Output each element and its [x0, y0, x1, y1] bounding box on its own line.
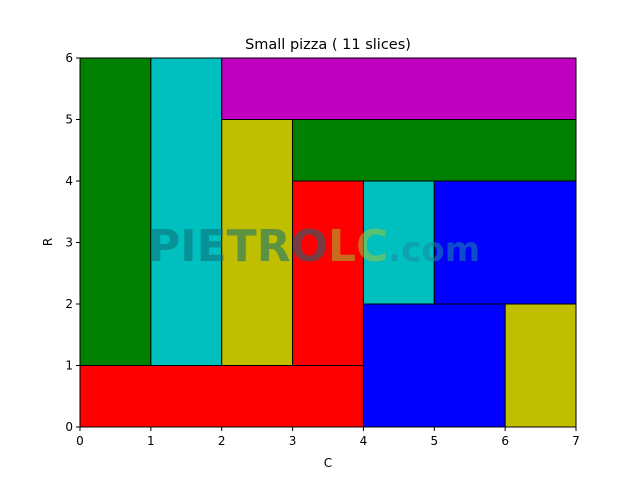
pizza-slice-10 — [362, 303, 506, 428]
y-tick-label-2: 2 — [65, 297, 73, 311]
watermark: PIETROLC.com — [148, 221, 480, 272]
x-tick-label-7: 7 — [572, 434, 580, 448]
y-axis-ticks: 0 1 2 3 4 5 6 — [65, 51, 80, 434]
pizza-slice-3 — [221, 57, 577, 120]
pizza-slice-11 — [504, 303, 577, 428]
x-tick-label-2: 2 — [218, 434, 226, 448]
chart-title: Small pizza ( 11 slices) — [245, 37, 411, 53]
x-axis-label: C — [324, 456, 332, 470]
pizza-slice-7 — [362, 180, 435, 305]
y-tick-label-1: 1 — [65, 359, 73, 373]
svg-text:PIETROLC.com: PIETROLC.com — [148, 221, 480, 272]
pizza-slice-2 — [150, 57, 223, 366]
pizza-slice-9 — [79, 365, 364, 428]
x-tick-label-1: 1 — [147, 434, 155, 448]
pizza-slice-5 — [292, 119, 577, 182]
x-axis-ticks: 0 1 2 3 4 5 6 7 — [76, 427, 580, 448]
pizza-slice-1 — [79, 57, 152, 366]
x-tick-label-5: 5 — [430, 434, 438, 448]
y-tick-label-0: 0 — [65, 420, 73, 434]
watermark-part-1: PIETRO — [148, 221, 328, 272]
y-tick-label-5: 5 — [65, 113, 73, 127]
x-tick-label-3: 3 — [289, 434, 297, 448]
x-tick-label-6: 6 — [501, 434, 509, 448]
y-tick-label-6: 6 — [65, 51, 73, 65]
x-tick-label-0: 0 — [76, 434, 84, 448]
pizza-slice-4 — [221, 119, 294, 366]
y-axis-label: R — [41, 238, 55, 246]
watermark-part-2: LC — [328, 221, 388, 272]
slices-layer — [79, 57, 577, 428]
pizza-slice-8 — [433, 180, 577, 305]
y-tick-label-3: 3 — [65, 236, 73, 250]
y-tick-label-4: 4 — [65, 174, 73, 188]
x-tick-label-4: 4 — [360, 434, 368, 448]
pizza-slice-6 — [292, 180, 364, 366]
watermark-part-3: .com — [388, 230, 480, 270]
